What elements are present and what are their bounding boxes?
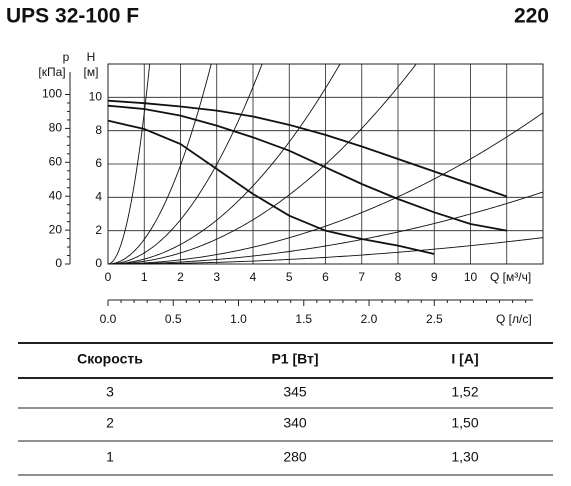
pump-curve	[107, 119, 435, 255]
table-cell: 340	[283, 415, 307, 431]
table-header: P1 [Вт]	[271, 351, 318, 367]
x2-tick-label: 2.5	[426, 312, 443, 326]
system-curve	[108, 237, 544, 265]
y-tick-label: 0	[95, 256, 102, 270]
x-tick-label: 10	[464, 270, 478, 284]
p-tick-label: 0	[55, 256, 62, 270]
x-tick-label: 8	[395, 270, 402, 284]
system-curve	[107, 63, 212, 265]
x-tick-label: 4	[250, 270, 257, 284]
system-curve	[107, 63, 341, 265]
x2-tick-label: 2.0	[361, 312, 378, 326]
h-unit: [м]	[84, 65, 99, 79]
x-tick-label: 2	[177, 270, 184, 284]
y-tick-label: 2	[95, 223, 102, 237]
table-cell: 280	[283, 449, 307, 465]
pump-curve	[107, 104, 507, 232]
p-tick-label: 40	[49, 188, 63, 202]
x-tick-label: 6	[322, 270, 329, 284]
table-cell: 2	[106, 415, 114, 431]
y-tick-label: 10	[89, 90, 103, 104]
x2-tick-label: 1.0	[230, 312, 247, 326]
y-tick-label: 4	[95, 190, 102, 204]
table-cell: 1	[106, 449, 114, 465]
table-cell: 3	[106, 384, 114, 400]
table-header: I [A]	[451, 351, 478, 367]
table-cell: 1,30	[451, 449, 478, 465]
table-cell: 1,50	[451, 415, 478, 431]
pump-curve	[107, 99, 508, 198]
x2-axis-label: Q [л/с]	[496, 312, 532, 326]
system-curve	[107, 63, 151, 265]
x2-tick-label: 0.0	[100, 312, 117, 326]
y-tick-label: 6	[95, 156, 102, 170]
p-label: p	[63, 50, 70, 64]
x2-tick-label: 0.5	[165, 312, 182, 326]
system-curve	[107, 191, 544, 265]
p-tick-label: 100	[42, 87, 62, 101]
h-label: H	[87, 50, 96, 64]
x-tick-label: 5	[286, 270, 293, 284]
x-tick-label: 9	[431, 270, 438, 284]
y-tick-label: 8	[95, 123, 102, 137]
system-curve	[107, 112, 544, 265]
x-tick-label: 1	[141, 270, 148, 284]
x2-tick-label: 1.5	[295, 312, 312, 326]
p-tick-label: 80	[49, 121, 63, 135]
title: UPS 32-100 F	[6, 5, 139, 28]
x-tick-label: 0	[105, 270, 112, 284]
p-unit: [кПа]	[38, 65, 65, 79]
p-tick-label: 60	[49, 154, 63, 168]
x-tick-label: 3	[213, 270, 220, 284]
table-header: Скорость	[77, 351, 143, 367]
table-cell: 1,52	[451, 384, 478, 400]
x-tick-label: 7	[358, 270, 365, 284]
system-curve	[107, 63, 263, 265]
x-axis-label: Q [м³/ч]	[490, 270, 531, 284]
model: 220	[514, 5, 549, 28]
system-curve	[107, 63, 417, 265]
table-cell: 345	[283, 384, 307, 400]
p-tick-label: 20	[49, 222, 63, 236]
